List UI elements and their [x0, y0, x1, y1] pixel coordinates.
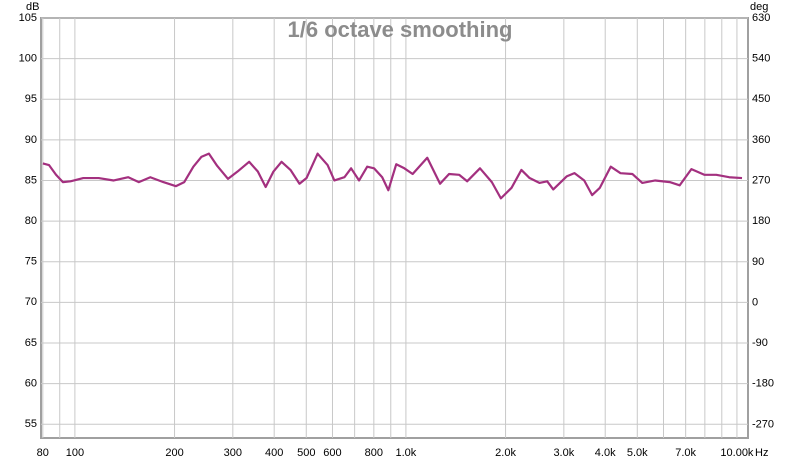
plot-frame	[40, 17, 749, 439]
y-tick-label: 80	[25, 215, 37, 227]
x-tick-label: 10.00k	[720, 447, 754, 459]
y2-tick-label: -90	[752, 337, 768, 349]
y2-tick-label: 450	[752, 93, 770, 105]
y2-tick-label: -180	[752, 378, 774, 390]
x-tick-label: 400	[265, 447, 283, 459]
y-tick-label: 90	[25, 134, 37, 146]
x-tick-label: 4.0k	[595, 447, 616, 459]
y2-axis-label: deg	[750, 1, 768, 13]
y-tick-label: 75	[25, 256, 37, 268]
x-tick-label: 600	[323, 447, 341, 459]
y-tick-label: 95	[25, 93, 37, 105]
chart-title: 1/6 octave smoothing	[288, 17, 513, 42]
x-tick-label: 5.0k	[627, 447, 648, 459]
y-tick-label: 100	[19, 53, 37, 65]
y-tick-label: 105	[19, 12, 37, 24]
y2-tick-label: 180	[752, 215, 770, 227]
x-tick-label: 80	[37, 447, 49, 459]
x-tick-label: 3.0k	[553, 447, 574, 459]
y-tick-label: 55	[25, 418, 37, 430]
x-tick-label: 1.0k	[396, 447, 417, 459]
y2-tick-label: 540	[752, 53, 770, 65]
x-tick-label: 300	[224, 447, 242, 459]
y-tick-label: 65	[25, 337, 37, 349]
y2-tick-label: 90	[752, 256, 764, 268]
y2-tick-label: 0	[752, 296, 758, 308]
x-tick-label: 100	[66, 447, 84, 459]
y2-tick-label: 360	[752, 134, 770, 146]
x-tick-label: 800	[365, 447, 383, 459]
x-tick-label: 2.0k	[495, 447, 516, 459]
y-axis-label: dB	[26, 1, 39, 13]
x-tick-label: 200	[165, 447, 183, 459]
x-tick-label: 500	[297, 447, 315, 459]
response-line	[42, 152, 743, 200]
y-tick-label: 60	[25, 377, 37, 389]
x-axis-label: Hz	[755, 447, 768, 459]
x-tick-label: 7.0k	[675, 447, 696, 459]
y2-tick-label: 270	[752, 174, 770, 186]
y2-tick-label: -270	[752, 418, 774, 430]
y-tick-label: 70	[25, 296, 37, 308]
y2-tick-label: 630	[752, 12, 770, 24]
y-tick-label: 85	[25, 174, 37, 186]
